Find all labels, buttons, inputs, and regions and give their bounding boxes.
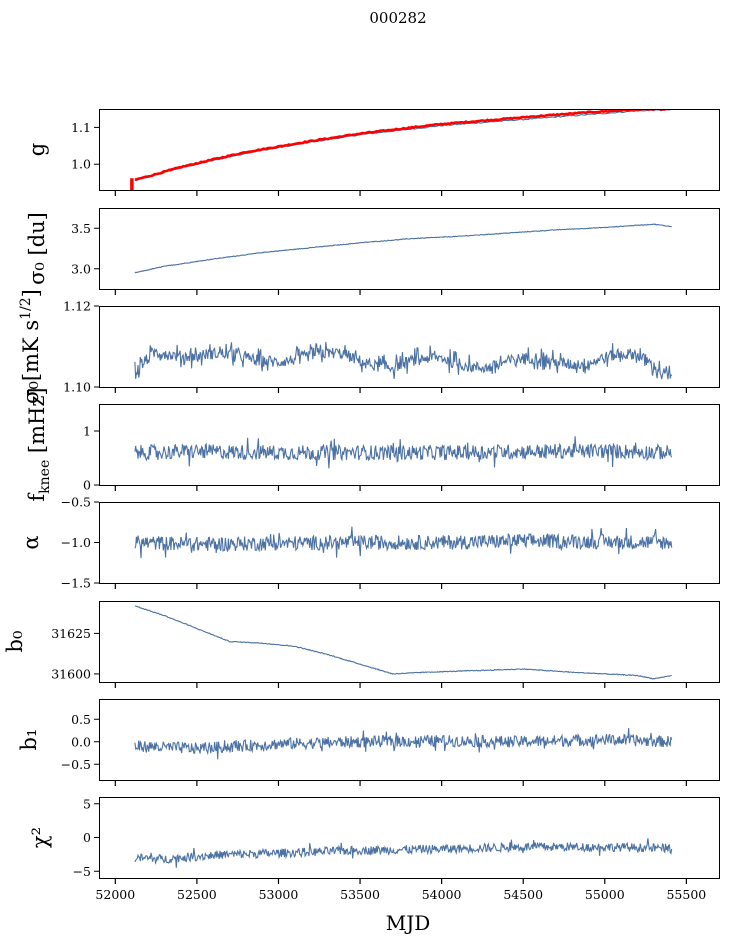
series-line <box>134 109 672 182</box>
panel-6: 31600 31625 b₀ <box>3 601 720 688</box>
axes-frame <box>99 601 720 683</box>
y-tick-label: 1.1 <box>71 120 91 135</box>
y-axis-label: fknee [mHz] <box>25 387 53 501</box>
y-tick-label: 5 <box>83 796 91 811</box>
x-tick-label: 55500 <box>666 887 706 902</box>
y-tick-label: −1.0 <box>61 535 91 550</box>
x-tick-label: 52500 <box>177 887 217 902</box>
y-tick-label: 31625 <box>51 626 91 641</box>
axes-frame <box>99 306 720 388</box>
y-axis-label: g <box>25 143 49 156</box>
axes-frame <box>99 502 720 584</box>
y-axis-label: χ² <box>28 827 52 848</box>
axes-frame <box>99 109 720 191</box>
series-line <box>134 223 672 274</box>
x-tick-label: 53000 <box>259 887 299 902</box>
x-tick-label: 54000 <box>422 887 462 902</box>
y-tick-label: 1.0 <box>71 157 91 172</box>
axes-frame <box>99 404 720 486</box>
panel-3: 1.10 1.12 σ₀[mK s1/2] <box>18 289 720 404</box>
y-tick-label: 3.0 <box>71 261 91 276</box>
y-tick-label: 0 <box>83 830 91 845</box>
series-line <box>134 728 673 760</box>
series-line <box>134 605 672 680</box>
axes-frame <box>99 699 720 781</box>
series-line <box>134 436 673 469</box>
series-line <box>134 526 673 559</box>
y-axis-label: σ₀[mK s1/2] <box>18 289 43 404</box>
y-tick-label: −5 <box>73 864 91 879</box>
overlay-series-line <box>134 109 672 181</box>
y-tick-label: 1.10 <box>63 380 91 395</box>
y-tick-label: 1.12 <box>63 299 91 314</box>
figure-title: 000282 <box>369 9 426 27</box>
x-axis-label: MJD <box>386 911 431 935</box>
y-tick-label: −0.5 <box>61 495 91 510</box>
y-axis-label: σ₀ [du] <box>25 212 49 285</box>
y-axis-label: b₀ <box>3 631 27 653</box>
y-axis-label: α <box>19 535 43 549</box>
x-tick-label: 52000 <box>95 887 135 902</box>
x-tick-label: 54500 <box>503 887 543 902</box>
x-tick-label: 55000 <box>585 887 625 902</box>
x-tick-label: 53500 <box>340 887 380 902</box>
y-tick-label: −1.5 <box>61 576 91 591</box>
panel-2: 3.0 3.5 σ₀ [du] <box>25 208 720 295</box>
panel-8: −5 0 5 52000 52500 53000 53500 54000 54500 55000 5… <box>28 796 720 902</box>
series-line <box>134 838 673 868</box>
axes-frame <box>99 208 720 290</box>
panel-4: 0 1 fknee [mHz] <box>25 387 720 502</box>
y-tick-label: 0 <box>83 478 91 493</box>
series-line <box>134 341 673 380</box>
y-tick-label: 3.5 <box>71 221 91 236</box>
y-tick-label: −0.5 <box>61 757 91 772</box>
y-tick-label: 1 <box>83 424 91 439</box>
y-tick-label: 31600 <box>51 666 91 681</box>
panel-5: −1.5 −1.0 −0.5 α <box>19 495 720 591</box>
y-tick-label: 0.5 <box>71 712 91 727</box>
y-axis-label: b₁ <box>17 729 41 751</box>
axes-frame <box>99 797 720 879</box>
panel-7: −0.5 0.0 0.5 b₁ <box>17 699 720 786</box>
panel-1: 1.0 1.1 g <box>25 109 720 196</box>
y-tick-label: 0.0 <box>71 734 91 749</box>
